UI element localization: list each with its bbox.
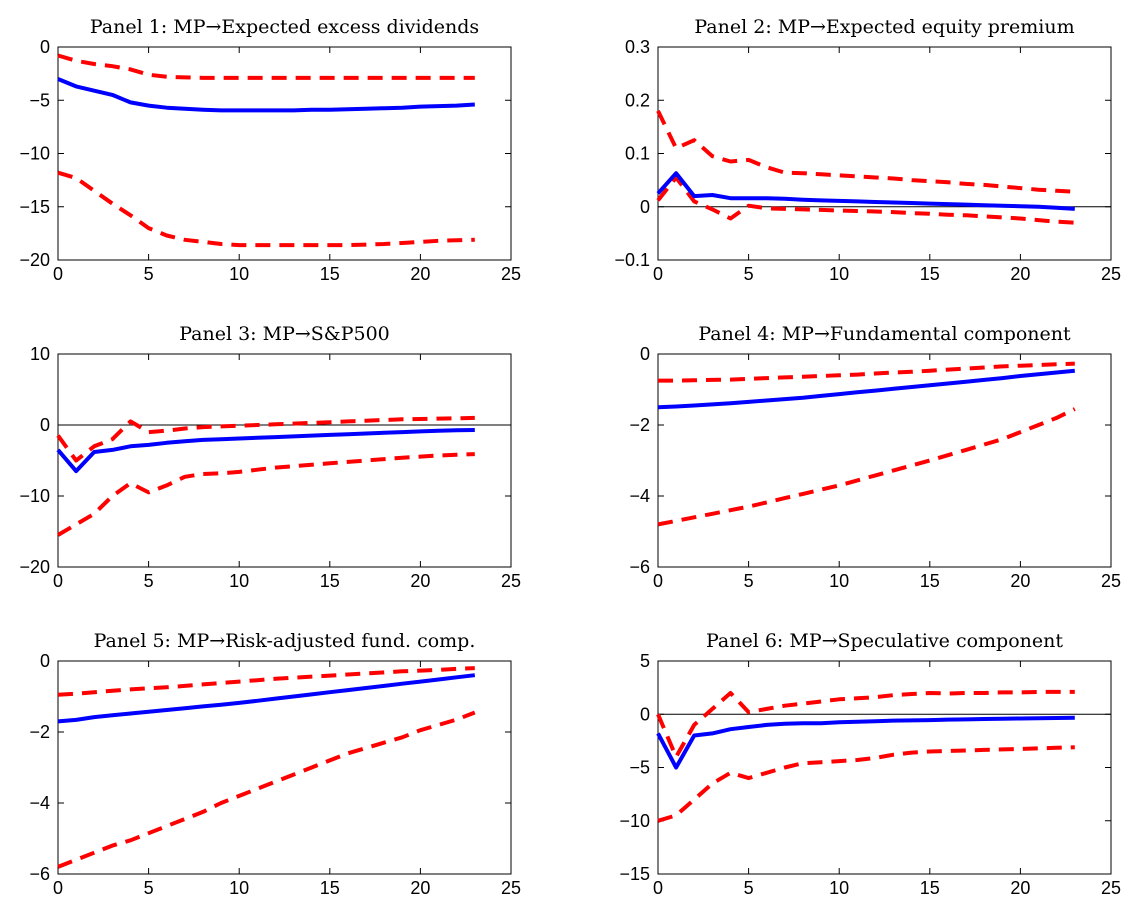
- panel-1: Panel 1: MP→Expected excess dividends 0 5 1…: [19, 16, 521, 284]
- x-tick-label: 15: [320, 264, 340, 284]
- x-tick-label: 10: [229, 264, 249, 284]
- y-tick-label: 0: [40, 651, 50, 671]
- x-tick-label: 25: [501, 264, 521, 284]
- y-tick-label: 0.3: [625, 37, 650, 57]
- x-tick-label: 0: [53, 878, 63, 898]
- median-response-line: [57, 77, 475, 113]
- x-tick-label: 0: [653, 264, 663, 284]
- y-tick-label: 10: [30, 344, 50, 364]
- x-tick-label: 5: [744, 878, 754, 898]
- x-tick-label: 20: [410, 878, 430, 898]
- upper-band-line: [656, 689, 1075, 759]
- median-response-line: [656, 171, 1075, 211]
- y-tick-label: −15: [19, 197, 50, 217]
- x-tick-label: 10: [829, 571, 849, 591]
- y-tick-label: 0: [40, 37, 50, 57]
- y-tick-label: −2: [629, 415, 650, 435]
- y-tick-label: −4: [29, 793, 50, 813]
- plot-frame: [657, 353, 1112, 568]
- x-tick-label: 0: [53, 264, 63, 284]
- y-tick-label: −5: [29, 90, 50, 110]
- panel-6: Panel 6: MP→Speculative component 0 5 10 15 2…: [619, 630, 1121, 898]
- y-tick-label: 0: [640, 704, 650, 724]
- x-tick-label: 25: [501, 571, 521, 591]
- y-tick-label: −5: [629, 758, 650, 778]
- x-tick-label: 15: [920, 264, 940, 284]
- lower-band-line: [57, 710, 476, 869]
- x-tick-label: 15: [920, 571, 940, 591]
- upper-band-line: [656, 110, 1075, 194]
- upper-band-line: [57, 53, 475, 80]
- y-tick-label: −20: [19, 250, 50, 270]
- lower-band-line: [57, 170, 475, 248]
- panel-2: Panel 2: MP→Expected equity premium 0 5 10 1…: [614, 16, 1121, 284]
- x-tick-label: 5: [144, 878, 154, 898]
- x-tick-label: 5: [744, 264, 754, 284]
- x-tick-label: 20: [410, 264, 430, 284]
- plot-frame: [657, 46, 1112, 261]
- x-tick-label: 20: [1010, 571, 1030, 591]
- x-tick-label: 5: [144, 571, 154, 591]
- x-tick-label: 25: [501, 878, 521, 898]
- y-tick-label: 0: [640, 344, 650, 364]
- x-tick-label: 20: [1010, 264, 1030, 284]
- panel-title: Panel 5: MP→Risk-adjusted fund. comp.: [94, 630, 476, 652]
- x-tick-label: 10: [829, 878, 849, 898]
- upper-band-line: [57, 666, 475, 697]
- x-tick-label: 20: [410, 571, 430, 591]
- x-tick-label: 10: [229, 878, 249, 898]
- x-tick-label: 25: [1101, 571, 1121, 591]
- panel-title: Panel 6: MP→Speculative component: [706, 630, 1063, 652]
- x-tick-label: 0: [653, 571, 663, 591]
- x-tick-label: 15: [320, 878, 340, 898]
- x-tick-label: 0: [53, 571, 63, 591]
- panel-title: Panel 3: MP→S&P500: [179, 323, 390, 345]
- x-tick-label: 0: [653, 878, 663, 898]
- y-tick-label: −15: [619, 864, 650, 884]
- lower-band-line: [56, 452, 475, 537]
- median-response-line: [57, 673, 476, 724]
- y-tick-label: −10: [619, 811, 650, 831]
- plot-frame: [57, 46, 512, 261]
- panel-title: Panel 1: MP→Expected excess dividends: [90, 16, 479, 38]
- y-tick-label: 0: [40, 415, 50, 435]
- y-tick-label: 0.2: [625, 90, 650, 110]
- y-tick-label: 5: [640, 651, 650, 671]
- panel-title: Panel 2: MP→Expected equity premium: [694, 16, 1074, 38]
- plot-frame: [657, 660, 1112, 875]
- y-tick-label: 0.1: [625, 144, 650, 164]
- median-response-line: [56, 428, 475, 474]
- upper-band-line: [658, 361, 1075, 383]
- y-tick-label: −4: [629, 486, 650, 506]
- y-tick-label: −2: [29, 722, 50, 742]
- y-tick-label: −0.1: [614, 250, 650, 270]
- plot-frame: [57, 353, 512, 568]
- y-tick-label: −6: [29, 864, 50, 884]
- y-tick-label: 0: [640, 197, 650, 217]
- x-tick-label: 10: [229, 571, 249, 591]
- x-tick-label: 10: [829, 264, 849, 284]
- median-response-line: [656, 715, 1075, 770]
- panel-title: Panel 4: MP→Fundamental component: [698, 323, 1071, 345]
- lower-band-line: [657, 745, 1075, 823]
- panel-4: Panel 4: MP→Fundamental component 0 5 10 15 2…: [629, 323, 1121, 591]
- x-tick-label: 5: [744, 571, 754, 591]
- panel-3: Panel 3: MP→S&P500 0 5 10 15 20 25 −20 −10 0 10: [19, 323, 521, 591]
- y-tick-label: −10: [19, 486, 50, 506]
- x-tick-label: 20: [1010, 878, 1030, 898]
- median-response-line: [657, 368, 1075, 410]
- x-tick-label: 25: [1101, 878, 1121, 898]
- x-tick-label: 15: [320, 571, 340, 591]
- panel-5: Panel 5: MP→Risk-adjusted fund. comp. 0 5 1…: [29, 630, 521, 898]
- y-tick-label: −10: [19, 144, 50, 164]
- y-tick-label: −6: [629, 557, 650, 577]
- x-tick-label: 5: [144, 264, 154, 284]
- y-tick-label: −20: [19, 557, 50, 577]
- x-tick-label: 25: [1101, 264, 1121, 284]
- x-tick-label: 15: [920, 878, 940, 898]
